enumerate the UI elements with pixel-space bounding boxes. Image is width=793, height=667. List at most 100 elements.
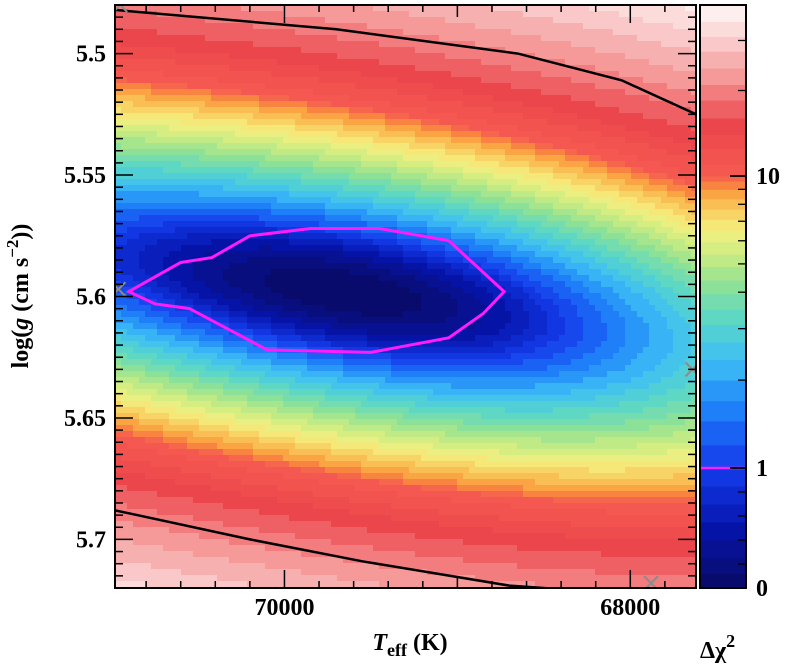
contour-band-cell [673,119,680,126]
contour-band-cell [217,197,224,204]
contour-band-cell [181,287,188,294]
contour-band-cell [169,191,176,198]
contour-band-cell [613,53,620,60]
contour-band-cell [193,197,200,204]
contour-band-cell [583,281,590,288]
contour-band-cell [163,185,170,192]
contour-band-cell [169,95,176,102]
contour-band-cell [415,35,422,42]
contour-band-cell [145,191,152,198]
contour-band-cell [397,95,404,102]
contour-band-cell [361,263,368,270]
contour-band-cell [199,17,206,24]
contour-band-cell [289,95,296,102]
contour-band-cell [547,221,554,228]
contour-band-cell [151,35,158,42]
contour-band-cell [403,161,410,168]
contour-band-cell [547,41,554,48]
contour-band-cell [661,53,668,60]
contour-band-cell [475,257,482,264]
contour-band-cell [637,215,644,222]
contour-band-cell [577,53,584,60]
contour-band-cell [619,95,626,102]
contour-band-cell [241,47,248,54]
contour-band-cell [475,89,482,96]
contour-band-cell [421,209,428,216]
contour-band-cell [337,89,344,96]
contour-band-cell [199,233,206,240]
contour-band-cell [319,233,326,240]
contour-band-cell [265,269,272,276]
contour-band-cell [565,95,572,102]
contour-band-cell [511,71,518,78]
contour-band-cell [463,209,470,216]
contour-band-cell [499,107,506,114]
contour-band-cell [331,209,338,216]
contour-band-cell [121,185,128,192]
contour-band-cell [691,35,696,42]
contour-band-cell [319,197,326,204]
contour-band-cell [121,71,128,78]
contour-band-cell [229,5,236,12]
contour-band-cell [343,17,350,24]
contour-band-cell [595,17,602,24]
contour-band-cell [163,293,170,300]
contour-band-cell [427,251,434,258]
contour-band-cell [637,251,644,258]
contour-band-cell [397,305,404,312]
contour-band-cell [415,47,422,54]
contour-band-cell [283,293,290,300]
contour-band-cell [469,59,476,66]
contour-band-cell [493,59,500,66]
contour-band-cell [223,287,230,294]
contour-band-cell [607,143,614,150]
contour-band-cell [331,65,338,72]
contour-band-cell [259,263,266,270]
contour-band-cell [619,191,626,198]
contour-band-cell [583,11,590,18]
contour-band-cell [679,185,686,192]
contour-band-cell [499,161,506,168]
contour-band-cell [415,53,422,60]
contour-band-cell [391,29,398,36]
contour-band-cell [457,167,464,174]
contour-band-cell [355,173,362,180]
contour-band-cell [295,41,302,48]
contour-band-cell [247,155,254,162]
contour-band-cell [301,191,308,198]
contour-band-cell [649,257,656,264]
contour-band-cell [379,89,386,96]
contour-band-cell [193,245,200,252]
contour-band-cell [469,275,476,282]
contour-band-cell [685,197,692,204]
contour-band-cell [157,239,164,246]
contour-band-cell [643,269,650,276]
contour-band-cell [331,233,338,240]
contour-band-cell [421,143,428,150]
contour-band-cell [199,197,206,204]
contour-band-cell [379,59,386,66]
contour-band-cell [499,185,506,192]
contour-band-cell [613,137,620,144]
contour-band-cell [133,71,140,78]
contour-band-cell [277,23,284,30]
contour-band-cell [325,149,332,156]
contour-band-cell [457,65,464,72]
contour-band-cell [139,41,146,48]
contour-band-cell [595,167,602,174]
contour-band-cell [421,149,428,156]
contour-band-cell [565,257,572,264]
contour-band-cell [145,179,152,186]
contour-band-cell [445,107,452,114]
contour-band-cell [463,35,470,42]
contour-band-cell [367,161,374,168]
contour-band-cell [415,77,422,84]
contour-band-cell [265,5,272,12]
contour-band-cell [169,131,176,138]
contour-band-cell [133,101,140,108]
contour-band-cell [307,77,314,84]
contour-band-cell [331,107,338,114]
contour-band-cell [187,251,194,258]
contour-band-cell [451,11,458,18]
contour-band-cell [625,89,632,96]
